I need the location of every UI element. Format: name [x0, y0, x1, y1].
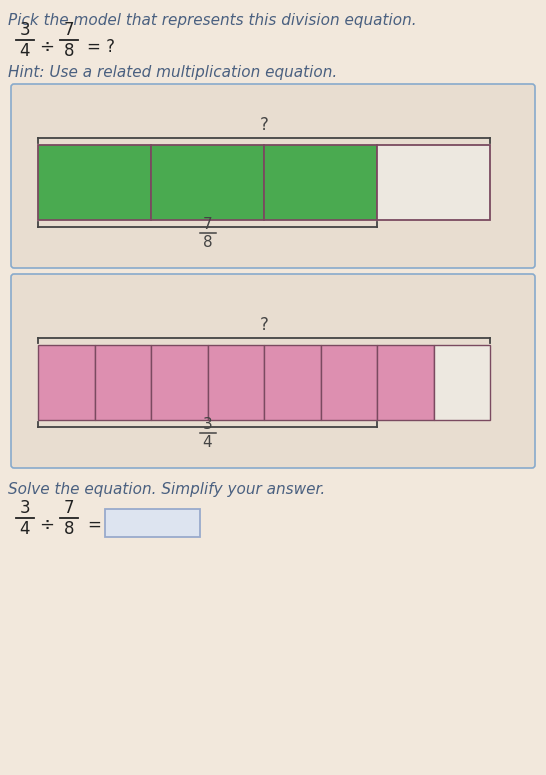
Text: Pick the model that represents this division equation.: Pick the model that represents this divi…	[8, 13, 417, 28]
Text: 7: 7	[64, 499, 74, 517]
Text: 8: 8	[64, 520, 74, 538]
Bar	[377, 145, 490, 220]
Text: ?: ?	[259, 116, 269, 134]
Bar	[38, 345, 94, 420]
Text: 8: 8	[64, 42, 74, 60]
Bar	[151, 145, 264, 220]
Bar	[377, 345, 434, 420]
FancyBboxPatch shape	[11, 84, 535, 268]
Bar	[434, 345, 490, 420]
Text: 7: 7	[64, 21, 74, 39]
Bar	[38, 145, 151, 220]
Text: 3: 3	[203, 417, 212, 432]
Text: 4: 4	[203, 435, 212, 450]
Text: 4: 4	[20, 520, 30, 538]
Text: Hint: Use a related multiplication equation.: Hint: Use a related multiplication equat…	[8, 65, 337, 80]
Text: 3: 3	[20, 499, 31, 517]
Text: =: =	[87, 516, 101, 534]
Text: Solve the equation. Simplify your answer.: Solve the equation. Simplify your answer…	[8, 482, 325, 497]
Text: 7: 7	[203, 217, 212, 232]
Text: ÷: ÷	[39, 516, 55, 534]
Text: 4: 4	[20, 42, 30, 60]
Bar	[94, 345, 151, 420]
FancyBboxPatch shape	[11, 274, 535, 468]
Bar	[264, 345, 321, 420]
Bar	[105, 509, 200, 537]
Text: 8: 8	[203, 235, 212, 250]
Bar	[264, 145, 377, 220]
Text: ?: ?	[259, 316, 269, 334]
Bar	[321, 345, 377, 420]
Bar	[151, 345, 207, 420]
Bar	[207, 345, 264, 420]
Text: = ?: = ?	[87, 38, 115, 56]
Text: 3: 3	[20, 21, 31, 39]
Text: ÷: ÷	[39, 38, 55, 56]
